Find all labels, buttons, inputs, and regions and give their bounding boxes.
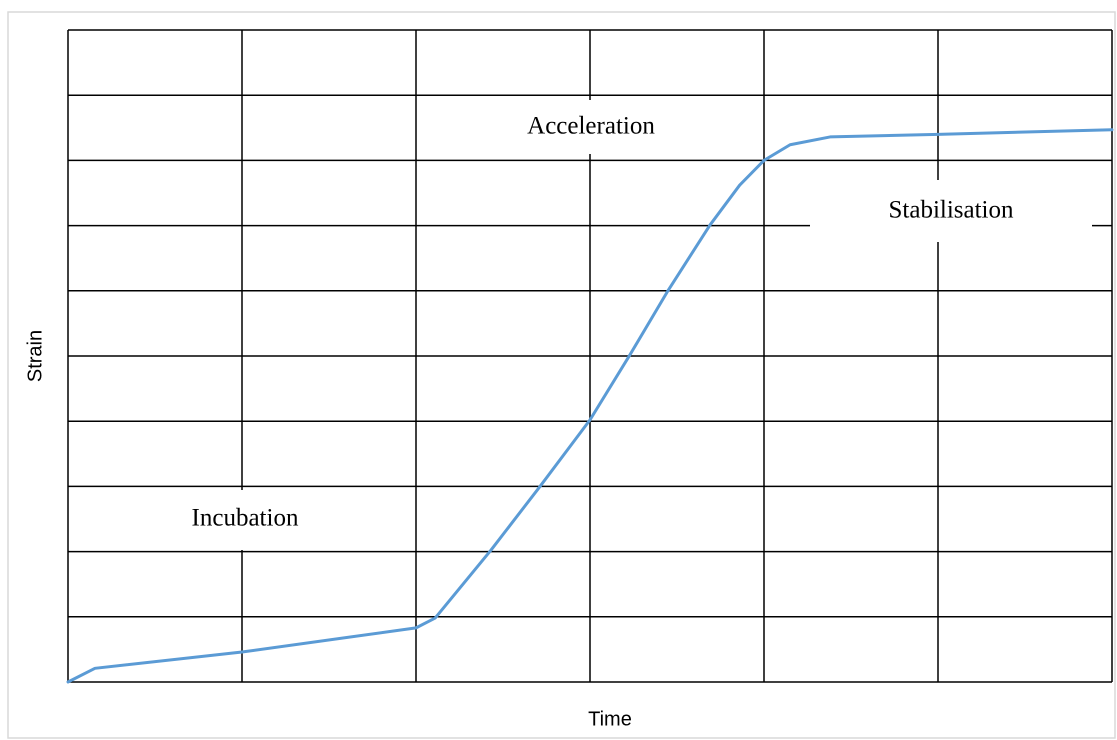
data-line — [66, 128, 1114, 684]
annotation: Incubation — [192, 505, 299, 532]
annotation-boxes: Acceleration Stabilisation Incubation — [166, 100, 1092, 550]
x-axis-title: Time — [588, 708, 632, 730]
plot — [66, 128, 1114, 684]
y-axis-title: Strain — [24, 330, 46, 382]
annotation: Acceleration — [527, 113, 655, 140]
annotation-box — [166, 490, 324, 550]
grid — [67, 29, 1113, 683]
annotation-box — [810, 180, 1092, 242]
annotation-box — [498, 100, 684, 154]
annotation: Stabilisation — [889, 197, 1015, 224]
